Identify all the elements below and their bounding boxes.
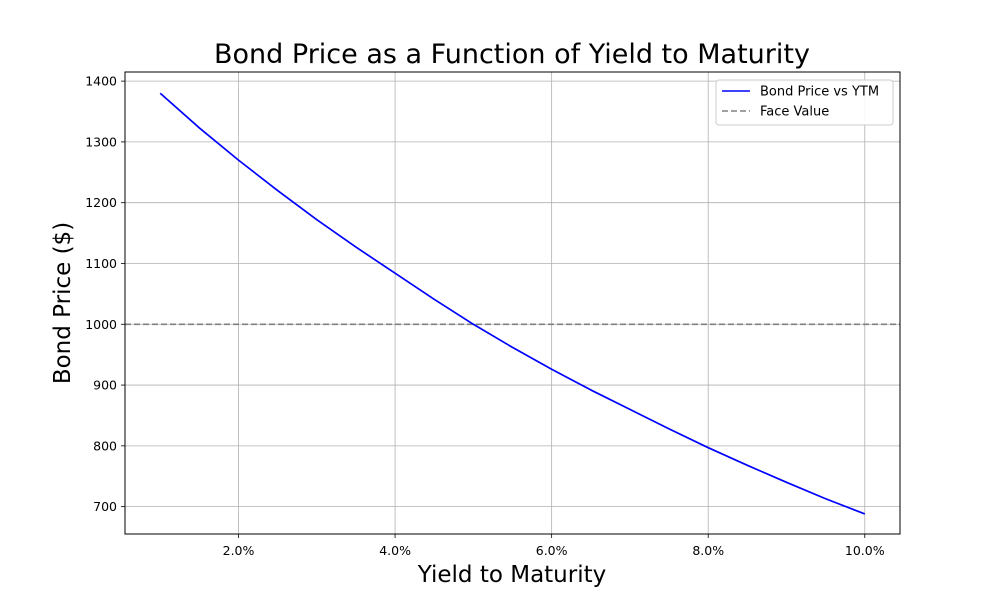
y-tick-label: 1400: [85, 74, 117, 89]
legend-box: [715, 79, 894, 126]
y-tick-label: 1100: [85, 256, 117, 271]
chart-title: Bond Price as a Function of Yield to Mat…: [214, 39, 810, 70]
x-tick-label: 8.0%: [692, 543, 724, 558]
x-tick-label: 10.0%: [845, 543, 885, 558]
y-axis-label: Bond Price ($): [50, 222, 76, 384]
legend-label-bond-price: Bond Price vs YTM: [760, 85, 879, 100]
y-tick-label: 700: [93, 499, 117, 514]
x-tick-label: 4.0%: [379, 543, 411, 558]
bond-price-line: [159, 92, 866, 515]
x-tick-label: 6.0%: [536, 543, 568, 558]
plot-frame: [124, 71, 901, 535]
x-axis-label: Yield to Maturity: [417, 562, 606, 588]
y-tick-label: 1200: [85, 195, 117, 210]
series-layer: [125, 92, 900, 515]
grid: [125, 72, 900, 534]
y-tick-label: 900: [93, 378, 117, 393]
x-tick-label: 2.0%: [223, 543, 255, 558]
ticks: 2.0% 4.0% 6.0% 8.0% 10.0% 700 800 900 1000 1100 12…: [85, 74, 885, 558]
y-tick-label: 800: [93, 438, 117, 453]
legend-label-face-value: Face Value: [760, 105, 829, 120]
legend: Bond Price vs YTM Face Value: [715, 79, 894, 126]
y-tick-label: 1300: [85, 134, 117, 149]
y-tick-label: 1000: [85, 317, 117, 332]
